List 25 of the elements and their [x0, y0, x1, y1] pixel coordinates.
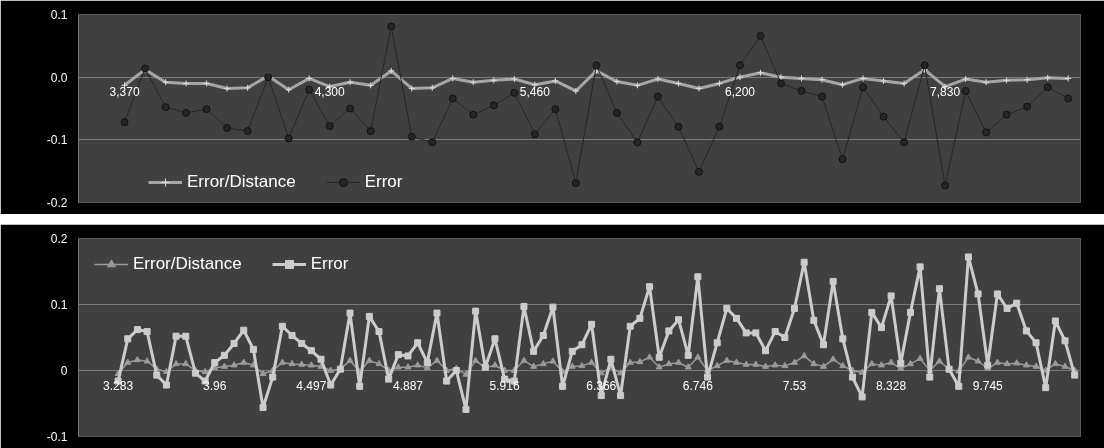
- y-tick-label: 0: [60, 364, 68, 378]
- x-tick-label: 5.916: [489, 378, 520, 393]
- legend-label: Error: [310, 254, 349, 274]
- x-tick-label: 3,370: [109, 85, 140, 100]
- x-tick-label: 7.53: [782, 378, 807, 393]
- y-tick-label: -0.1: [46, 430, 68, 444]
- y-tick-label: 0.2: [50, 232, 68, 246]
- legend-label: Error/Distance: [133, 254, 242, 274]
- y-tick-label: 0.1: [50, 298, 68, 312]
- x-tick-label: 5,460: [519, 85, 551, 100]
- y-tick-label: 0.1: [50, 8, 68, 22]
- y-tick-label: -0.2: [46, 196, 68, 210]
- y-tick-label: 0.0: [50, 70, 68, 85]
- x-tick-label: 4,300: [314, 85, 346, 100]
- x-tick-label: 6,200: [724, 85, 756, 100]
- x-tick-label: 9.745: [972, 378, 1004, 393]
- x-tick-label: 7,830: [930, 85, 961, 100]
- legend-label: Error/Distance: [187, 172, 296, 192]
- x-tick-label: 4.497: [296, 378, 327, 393]
- x-tick-label: 8.328: [876, 378, 907, 393]
- x-tick-label: 6.746: [682, 378, 714, 393]
- x-tick-label: 3.96: [203, 378, 227, 393]
- y-tick-label: -0.1: [46, 133, 68, 148]
- legend-label: Error: [364, 172, 403, 192]
- x-tick-label: 4.887: [392, 378, 424, 393]
